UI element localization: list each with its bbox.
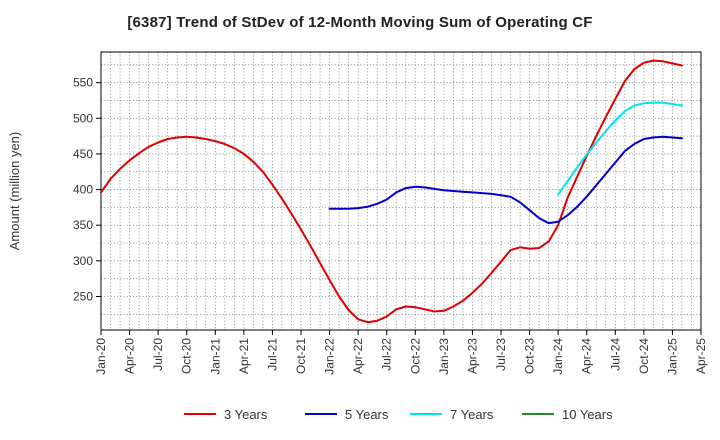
x-tick-label: Jan-22 (323, 338, 337, 375)
x-axis-ticks: Jan-20 Apr-20 Jul-20 Oct-20 Jan-21 Apr-21 Jul-… (94, 330, 708, 375)
grid (101, 52, 701, 330)
x-tick-label: Apr-25 (694, 338, 708, 374)
series-line-7-years (557, 101, 683, 196)
series-line-5-years (328, 135, 683, 225)
series-layer (100, 59, 683, 324)
x-tick-label: Oct-22 (408, 338, 422, 374)
x-tick-label: Jul-20 (151, 338, 165, 371)
legend-label: 10 Years (562, 407, 613, 422)
y-tick-label: 300 (73, 254, 93, 268)
legend-label: 3 Years (224, 407, 268, 422)
y-tick-label: 500 (73, 111, 93, 125)
legend-label: 7 Years (450, 407, 494, 422)
x-tick-label: Jan-24 (551, 338, 565, 375)
x-tick-label: Oct-21 (294, 338, 308, 374)
x-tick-label: Apr-20 (123, 338, 137, 374)
x-tick-label: Apr-22 (351, 338, 365, 374)
y-axis-label: Amount (million yen) (7, 132, 22, 251)
x-tick-label: Jan-21 (208, 338, 222, 375)
x-tick-label: Oct-20 (180, 338, 194, 374)
y-tick-label: 550 (73, 76, 93, 90)
y-axis-ticks: 250 300 350 400 450 500 550 (73, 76, 101, 303)
legend-label: 5 Years (345, 407, 389, 422)
x-tick-label: Apr-24 (580, 338, 594, 374)
x-tick-label: Jul-24 (608, 338, 622, 371)
x-tick-label: Jul-22 (380, 338, 394, 371)
x-tick-label: Apr-21 (237, 338, 251, 374)
x-tick-label: Oct-23 (523, 338, 537, 374)
x-tick-label: Jan-25 (665, 338, 679, 375)
x-tick-label: Jul-23 (494, 338, 508, 371)
y-tick-label: 350 (73, 218, 93, 232)
x-tick-label: Oct-24 (637, 338, 651, 374)
series-line-3-years (100, 59, 683, 324)
y-tick-label: 450 (73, 147, 93, 161)
x-tick-label: Jan-20 (94, 338, 108, 375)
y-tick-label: 400 (73, 183, 93, 197)
legend: 3 Years 5 Years 7 Years 10 Years (184, 407, 613, 422)
x-tick-label: Jul-21 (265, 338, 279, 371)
chart-title: [6387] Trend of StDev of 12-Month Moving… (127, 14, 593, 31)
x-tick-label: Apr-23 (465, 338, 479, 374)
x-tick-label: Jan-23 (437, 338, 451, 375)
y-tick-label: 250 (73, 289, 93, 303)
